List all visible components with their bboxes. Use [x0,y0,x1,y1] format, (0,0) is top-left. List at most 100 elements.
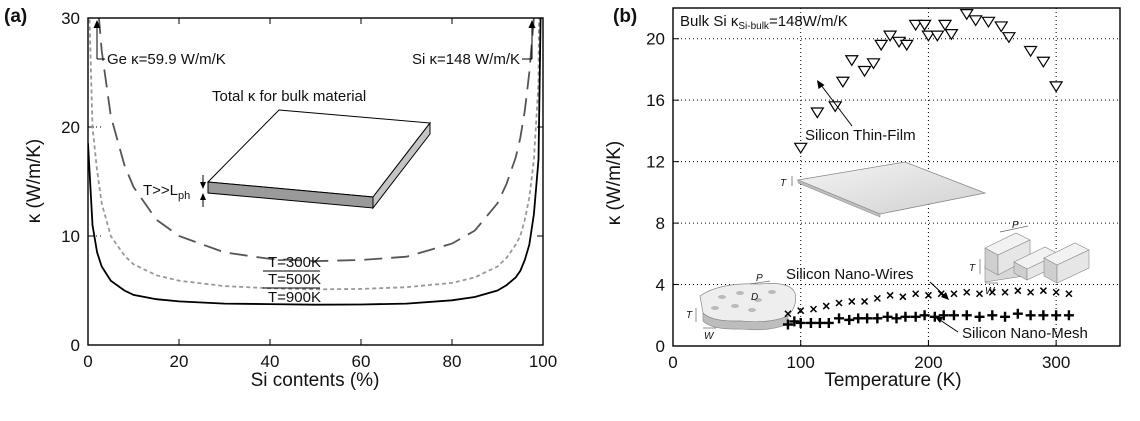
b-y-tick-label: 0 [656,337,665,356]
silicon-nano-wires-point [912,290,920,298]
silicon-nano-mesh-point [795,317,806,328]
silicon-thin-film-point [844,55,859,67]
silicon-nano-mesh-point [862,313,873,324]
a-x-tick-label: 80 [443,352,462,371]
panel-a-label: (a) [4,6,27,27]
silicon-nano-wires-point [809,305,818,313]
silicon-thin-film-point [899,39,914,52]
silicon-nano-mesh-point [805,317,816,328]
b-x-tick-label: 100 [787,353,815,372]
silicon-nano-wires-point [848,297,856,305]
silicon-thin-film-point [917,19,932,32]
nano-mesh-w-label: W [704,331,715,342]
panel-a-y-axis-label: κ (W/m/K) [24,139,45,223]
silicon-nano-wires-point [988,288,996,296]
silicon-nano-wires-point [873,294,881,302]
a-y-tick-label: 10 [61,227,80,246]
si-annotation: Si κ=148 W/m/K [412,20,536,68]
silicon-thin-film-point [968,15,983,27]
series-line-t-900k [88,18,542,306]
b-x-tick-label: 300 [1042,353,1070,372]
b-y-tick-label: 4 [656,276,665,295]
silicon-nano-mesh-point [882,311,893,322]
b-y-tick-label: 16 [646,91,665,110]
silicon-thin-film-point [828,101,843,113]
panel-b-x-axis-label: Temperature (K) [824,370,961,391]
silicon-nano-wires-point [822,302,830,310]
silicon-nano-wires-point [1052,288,1060,296]
b-y-tick-label: 12 [646,153,665,172]
silicon-nano-mesh-point [834,313,845,324]
panel-b-series [782,9,1074,330]
silicon-thin-film-point [810,107,825,119]
si-kappa-label: Si κ=148 W/m/K [412,51,520,68]
nano-mesh-d-label: D [751,292,758,303]
silicon-nano-mesh-point [1038,310,1049,321]
silicon-nano-wires-point [1014,287,1022,295]
silicon-thin-film-point [937,19,953,32]
a-y-tick-label: 30 [61,9,80,28]
b-x-tick-label: 0 [668,353,677,372]
silicon-thin-film-point [1049,81,1064,93]
silicon-nano-mesh-point [929,311,940,322]
silicon-nano-mesh-point [844,314,855,325]
silicon-nano-mesh-point [1025,310,1036,321]
panel-a-series [88,18,542,306]
series-line-t-500k [88,18,540,291]
silicon-nano-wires-point [950,290,958,298]
nano-wire-t-label: T [969,263,976,274]
silicon-nano-mesh-point [814,317,825,328]
panel-b-y-axis-label: κ (W/m/K) [604,141,625,225]
silicon-thin-film-point [994,21,1009,33]
silicon-nano-wires-point [861,297,869,305]
silicon-nano-wires-point [924,291,932,299]
silicon-nano-wires-point [1001,288,1009,296]
silicon-nano-wires-point [899,293,907,301]
t300-label: T=300K [268,254,321,271]
silicon-nano-mesh-point [948,310,959,321]
thickness-label-main: T>>L [143,182,178,199]
thickness-label: T>>Lph [143,182,190,202]
panel-a-x-axis-label: Si contents (%) [251,370,380,391]
silicon-thin-film-point [793,142,808,155]
silicon-nano-mesh-point [910,311,921,322]
silicon-nano-mesh-point [938,310,949,321]
series-line-t-300k [98,18,535,263]
silicon-thin-film-point [835,76,850,88]
silicon-nano-wires-point [886,291,894,299]
nano-wire-callout: Silicon Nano-Wires [786,266,949,300]
panel-b: (b) T P T W [604,6,1121,391]
a-x-tick-label: 0 [83,352,92,371]
nano-wires-label: Silicon Nano-Wires [786,266,914,283]
panel-a-plot-frame [87,17,544,346]
a-x-tick-label: 40 [261,352,280,371]
silicon-thin-film-point [866,58,881,70]
silicon-thin-film-point [874,39,889,52]
silicon-thin-film-point [944,29,959,41]
silicon-nano-wires-point [835,299,843,307]
a-y-tick-label: 0 [71,336,80,355]
silicon-nano-mesh-point [974,311,985,322]
thin-film-inset: T [780,161,987,218]
a-x-tick-label: 100 [529,352,557,371]
silicon-thin-film-point [981,16,996,29]
silicon-nano-wires-point [963,288,971,296]
thin-film-t-label: T [780,178,787,189]
silicon-thin-film-point [921,30,936,42]
nano-mesh-inset: P D T W [686,273,797,342]
nano-mesh-p-label: P [756,273,763,284]
silicon-nano-mesh-point [919,310,930,321]
a-x-tick-label: 20 [170,352,189,371]
bulk-slab-illustration: Total κ for bulk material T>>Lph [143,88,431,210]
silicon-nano-mesh-point [1012,308,1023,319]
panel-b-tick-labels: 0 100 200 300 0 4 8 12 16 20 [646,30,1070,372]
silicon-nano-wires-point [784,310,792,318]
t500-label: T=500K [268,271,321,288]
nano-mesh-callout: Silicon Nano-Mesh [935,317,1088,342]
silicon-nano-mesh-point [891,313,902,324]
nano-mesh-t-label: T [686,310,693,321]
b-y-tick-label: 20 [646,30,665,49]
a-y-tick-label: 20 [61,118,80,137]
thin-film-callout: Silicon Thin-Film [805,80,916,144]
